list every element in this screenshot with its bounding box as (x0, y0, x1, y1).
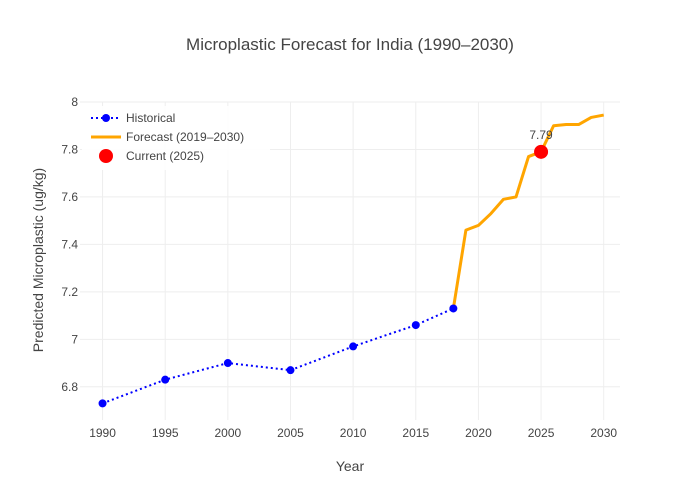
forecast-line (451, 113, 604, 309)
x-tick-label: 2010 (340, 426, 367, 440)
x-axis-title: Year (336, 458, 365, 474)
annotation-layer: 7.79 (529, 128, 553, 142)
historical-point (449, 304, 458, 313)
y-tick-label: 7.6 (61, 190, 78, 204)
legend-item-current[interactable]: Current (2025) (99, 149, 204, 163)
y-tick-label: 7.2 (61, 285, 78, 299)
historical-point (286, 366, 295, 375)
annotation-current-value: 7.79 (529, 128, 553, 142)
y-axis-title: Predicted Microplastic (ug/kg) (30, 168, 46, 352)
legend-item-forecast[interactable]: Forecast (2019–2030) (91, 130, 244, 144)
historical-point (349, 342, 358, 351)
y-tick-label: 8 (71, 95, 78, 109)
grid-layer (80, 101, 620, 420)
x-tick-label: 2000 (214, 426, 241, 440)
historical-point (223, 359, 232, 368)
legend-label-forecast: Forecast (2019–2030) (126, 130, 244, 144)
x-tick-label: 2030 (590, 426, 617, 440)
series-layer (98, 113, 604, 408)
legend-marker-historical (102, 114, 110, 122)
y-tick-label: 7 (71, 332, 78, 346)
x-tick-labels: 1990 1995 2000 2005 2010 2015 2020 2025 2030 (89, 426, 617, 440)
x-tick-label: 2015 (402, 426, 429, 440)
historical-point (411, 321, 420, 330)
historical-point (161, 375, 170, 384)
legend-label-historical: Historical (126, 111, 175, 125)
x-tick-label: 2005 (277, 426, 304, 440)
current-point (534, 144, 549, 159)
historical-point (98, 399, 107, 408)
x-tick-label: 2020 (465, 426, 492, 440)
legend: Historical Forecast (2019–2030) Current … (82, 106, 270, 170)
x-tick-label: 2025 (528, 426, 555, 440)
y-tick-labels: 6.8 7 7.2 7.4 7.6 7.8 8 (61, 95, 78, 394)
legend-label-current: Current (2025) (126, 149, 204, 163)
legend-marker-current (99, 149, 113, 163)
y-tick-label: 6.8 (61, 380, 78, 394)
y-tick-label: 7.4 (61, 237, 78, 251)
x-tick-label: 1990 (89, 426, 116, 440)
x-tick-label: 1995 (152, 426, 179, 440)
chart-title: Microplastic Forecast for India (1990–20… (186, 35, 514, 54)
legend-item-historical[interactable]: Historical (91, 111, 175, 125)
y-tick-label: 7.8 (61, 142, 78, 156)
historical-line (102, 307, 454, 405)
